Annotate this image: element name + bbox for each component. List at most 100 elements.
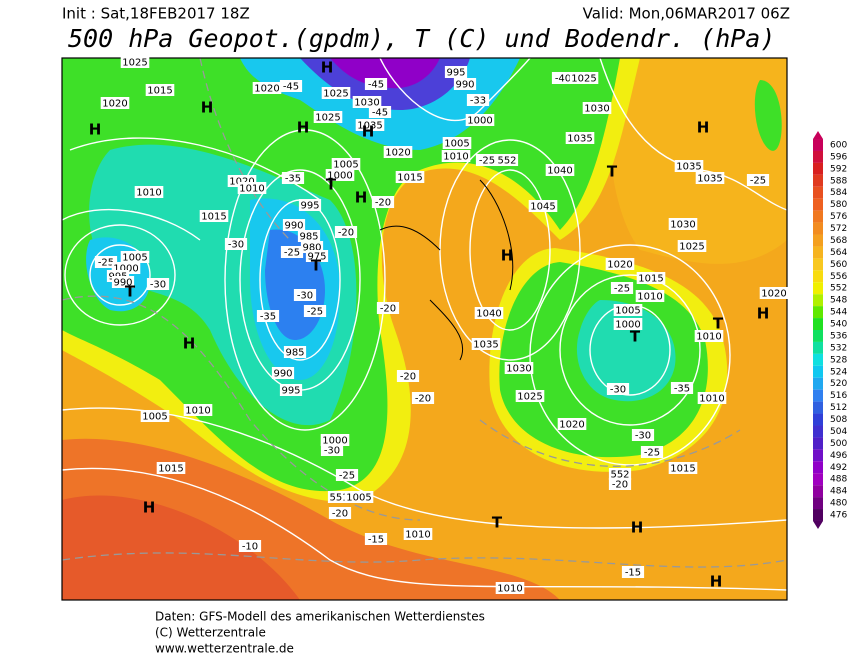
- label-box: [224, 238, 248, 250]
- colorbar-label: 520: [830, 379, 847, 389]
- label-box: [279, 384, 303, 396]
- colorbar-label: 532: [830, 343, 847, 353]
- contour-label: -35: [260, 312, 276, 323]
- contour-label: -35: [674, 384, 690, 395]
- contour-label: -20: [415, 394, 431, 405]
- label-box: [474, 307, 504, 319]
- contour-label: 1020: [559, 420, 584, 431]
- label-box: [551, 72, 575, 84]
- contour-label: 1000: [327, 171, 352, 182]
- contour-label: 1030: [506, 364, 531, 375]
- footer-text: Daten: GFS-Modell des amerikanischen Wet…: [155, 610, 485, 624]
- label-box: [355, 119, 385, 131]
- isotherms: [62, 58, 787, 568]
- colorbar-label: 564: [830, 248, 847, 258]
- color-swatch: [813, 186, 823, 199]
- color-swatch: [813, 282, 823, 295]
- label-box: [475, 154, 499, 166]
- contour-label: 985: [285, 348, 304, 359]
- colorbar-label: 592: [830, 164, 847, 174]
- colorbar-label: 540: [830, 320, 847, 330]
- contour-label: 1005: [142, 412, 167, 423]
- label-box: [328, 507, 352, 519]
- colorbar-label: 544: [830, 308, 847, 318]
- contour-label: 1025: [122, 58, 147, 69]
- contour-label: -30: [297, 291, 313, 302]
- color-swatch: [813, 270, 823, 283]
- label-box: [444, 66, 468, 78]
- label-box: [668, 462, 698, 474]
- label-box: [376, 302, 400, 314]
- contour-label: 1000: [615, 320, 640, 331]
- contour-label: 1010: [637, 292, 662, 303]
- contour-label: 990: [273, 369, 292, 380]
- color-swatch: [813, 330, 823, 342]
- label-box: [327, 491, 351, 503]
- label-box: [146, 278, 170, 290]
- label-box: [120, 56, 150, 68]
- contour-label: -25: [750, 176, 766, 187]
- colorbar-label: 496: [830, 451, 847, 461]
- contour-label: -45: [372, 108, 388, 119]
- pressure-center: H: [710, 573, 723, 591]
- label-box: [297, 230, 321, 242]
- label-box: [364, 78, 388, 90]
- pressure-center: T: [311, 257, 322, 275]
- colorbar-label: 492: [830, 463, 847, 473]
- label-box: [610, 282, 634, 294]
- color-swatch: [813, 353, 823, 366]
- label-box: [364, 533, 388, 545]
- contour-label: 1025: [679, 242, 704, 253]
- label-box: [156, 462, 186, 474]
- colorbar-label: 512: [830, 403, 847, 413]
- color-swatch: [813, 389, 823, 402]
- color-swatch: [813, 222, 823, 235]
- color-swatch: [813, 150, 823, 163]
- contour-label: 1030: [354, 98, 379, 109]
- contour-label: -30: [150, 280, 166, 291]
- contour-label: 1020: [761, 289, 786, 300]
- pressure-center: H: [697, 119, 710, 137]
- label-box: [371, 196, 395, 208]
- pressure-center: T: [492, 514, 503, 532]
- contour-label: 1010: [699, 394, 724, 405]
- label-box: [694, 330, 724, 342]
- contour-label: 990: [284, 221, 303, 232]
- label-box: [335, 469, 359, 481]
- contour-label: -25: [644, 448, 660, 459]
- contour-label: 1040: [476, 309, 501, 320]
- label-box: [344, 491, 374, 503]
- label-box: [605, 258, 635, 270]
- contour-label: 995: [281, 386, 300, 397]
- pressure-center: T: [630, 328, 641, 346]
- colorbar-label: 572: [830, 224, 847, 234]
- color-swatch: [813, 377, 823, 390]
- contour-label: -15: [625, 568, 641, 579]
- label-box: [352, 96, 382, 108]
- colorbar-label: 600: [830, 141, 847, 151]
- contour-label: 1025: [571, 74, 596, 85]
- contour-label: -25: [614, 284, 630, 295]
- label-box: [396, 370, 420, 382]
- label-box: [697, 392, 727, 404]
- label-box: [466, 94, 490, 106]
- colorbar-label: 596: [830, 152, 847, 162]
- colorbar-label: 516: [830, 391, 847, 401]
- contour-label: 1020: [385, 148, 410, 159]
- label-box: [320, 444, 344, 456]
- label-box: [640, 446, 664, 458]
- color-swatch: [813, 139, 823, 151]
- label-box: [411, 392, 435, 404]
- contour-label: 1025: [315, 113, 340, 124]
- label-box: [298, 199, 322, 211]
- label-box: [94, 256, 118, 268]
- contour-label: 1030: [670, 220, 695, 231]
- label-box: [670, 382, 694, 394]
- contour-label: 1000: [322, 436, 347, 447]
- label-box: [504, 362, 534, 374]
- label-box: [279, 80, 303, 92]
- color-swatch: [813, 258, 823, 271]
- colorbar-label: 508: [830, 415, 847, 425]
- contour-label: -30: [324, 446, 340, 457]
